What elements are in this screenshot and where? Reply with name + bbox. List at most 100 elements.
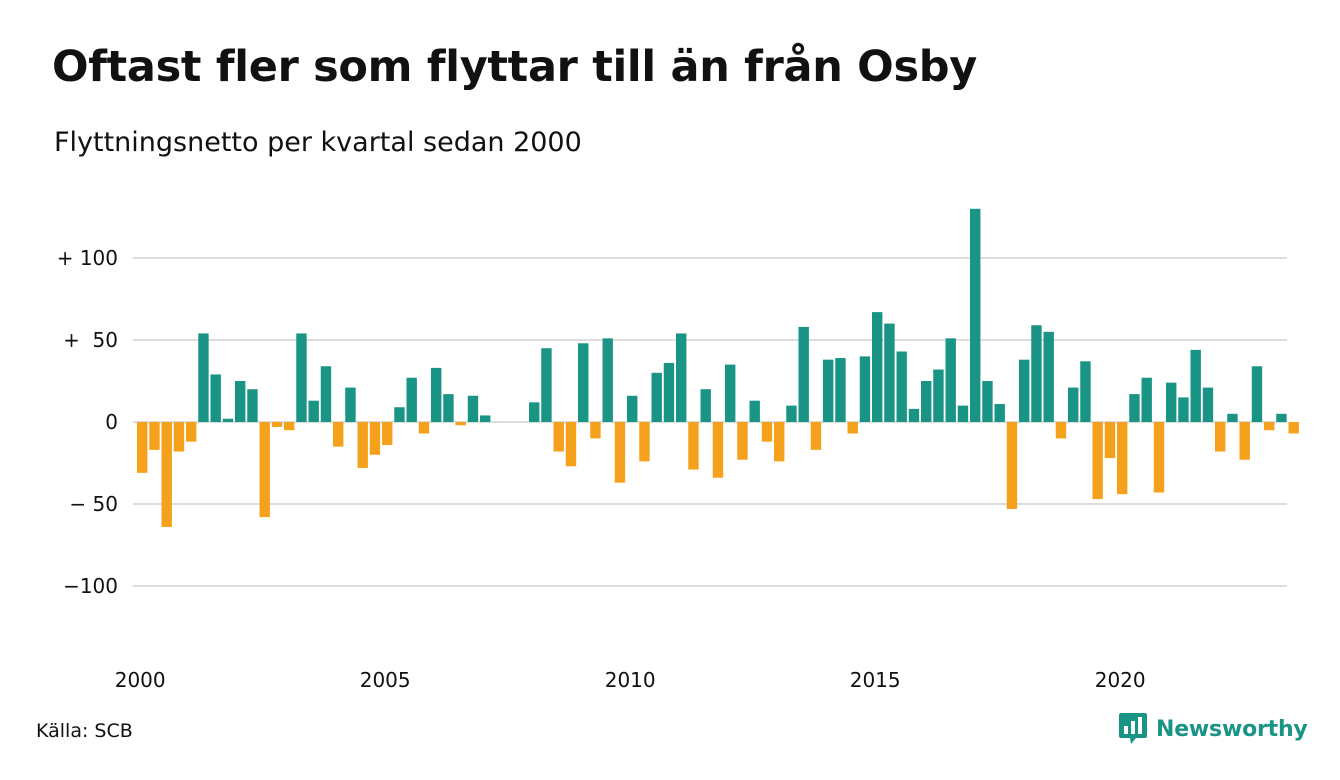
bar-2011-k4 bbox=[712, 422, 724, 478]
brand-name: Newsworthy bbox=[1156, 716, 1308, 742]
bar-2012-k2 bbox=[737, 422, 748, 460]
bar-2003-k1 bbox=[284, 422, 295, 431]
bar-2000-k3 bbox=[161, 422, 172, 527]
bar-2022-k2 bbox=[1227, 413, 1238, 422]
bar-2004-k3 bbox=[357, 422, 368, 468]
bar-2015-k4 bbox=[908, 408, 920, 422]
bar-2004-k1 bbox=[333, 422, 344, 447]
bar-2015-k2 bbox=[884, 323, 895, 422]
bar-2002-k2 bbox=[247, 389, 258, 422]
bar-2018-k4 bbox=[1055, 422, 1067, 439]
bar-2002-k1 bbox=[235, 381, 246, 422]
bar-2008-k3 bbox=[553, 422, 564, 452]
bar-2006-k2 bbox=[443, 394, 454, 422]
x-tick-label: 2020 bbox=[1095, 668, 1146, 692]
bar-2019-k2 bbox=[1080, 361, 1091, 422]
bar-2017-k3 bbox=[994, 403, 1005, 422]
bar-2012-k3 bbox=[749, 400, 760, 422]
bar-2022-k1 bbox=[1215, 422, 1226, 452]
chart-subtitle: Flyttningsnetto per kvartal sedan 2000 bbox=[54, 127, 582, 158]
y-tick-label: −100 bbox=[63, 574, 118, 598]
y-tick-label: 0 bbox=[105, 410, 118, 434]
bar-2023-k3 bbox=[1288, 422, 1299, 434]
bar-2016-k4 bbox=[957, 405, 969, 422]
bar-2017-k2 bbox=[982, 381, 993, 422]
bar-2010-k2 bbox=[639, 422, 650, 462]
bar-2017-k4 bbox=[1006, 422, 1018, 509]
bar-2016-k2 bbox=[933, 369, 944, 422]
bar-2013-k1 bbox=[774, 422, 785, 462]
x-tick-label: 2010 bbox=[605, 668, 656, 692]
bar-2016-k3 bbox=[945, 338, 956, 422]
bar-2007-k1 bbox=[480, 415, 491, 422]
bar-2020-k2 bbox=[1129, 394, 1140, 422]
bar-2018-k1 bbox=[1019, 359, 1030, 422]
bar-2015-k1 bbox=[872, 312, 883, 422]
bar-2022-k4 bbox=[1251, 366, 1263, 422]
bar-2014-k3 bbox=[847, 422, 858, 434]
bar-2013-k3 bbox=[798, 326, 809, 422]
bar-2014-k2 bbox=[835, 358, 846, 422]
bar-2001-k2 bbox=[198, 333, 209, 422]
bar-2003-k4 bbox=[320, 366, 332, 422]
bar-2004-k2 bbox=[345, 387, 356, 422]
bar-2020-k3 bbox=[1141, 377, 1152, 422]
bar-2008-k1 bbox=[529, 402, 540, 422]
bar-2023-k1 bbox=[1264, 422, 1275, 431]
bar-2011-k3 bbox=[700, 389, 711, 422]
bar-2021-k3 bbox=[1190, 349, 1201, 422]
bar-2011-k1 bbox=[676, 333, 687, 422]
bar-2000-k2 bbox=[149, 422, 160, 450]
bar-2021-k4 bbox=[1202, 387, 1214, 422]
bar-2019-k1 bbox=[1068, 387, 1079, 422]
y-tick-label: + 50 bbox=[63, 328, 118, 352]
x-tick-label: 2000 bbox=[115, 668, 166, 692]
bar-2004-k4 bbox=[369, 422, 381, 455]
bar-2009-k3 bbox=[602, 338, 613, 422]
bar-2019-k3 bbox=[1092, 422, 1103, 500]
y-tick-label: − 50 bbox=[69, 492, 118, 516]
bar-2019-k4 bbox=[1104, 422, 1116, 459]
bar-2006-k4 bbox=[467, 395, 479, 422]
bar-2009-k2 bbox=[590, 422, 601, 439]
bar-2005-k2 bbox=[394, 407, 405, 422]
bar-2017-k1 bbox=[970, 208, 981, 422]
bars bbox=[137, 208, 1299, 527]
bar-2014-k4 bbox=[859, 356, 871, 422]
chart-bubble-icon bbox=[1119, 713, 1147, 744]
x-tick-label: 2015 bbox=[850, 668, 901, 692]
bar-2010-k4 bbox=[663, 362, 675, 422]
brand-logo: Newsworthy bbox=[1118, 712, 1308, 746]
bar-2013-k2 bbox=[786, 405, 797, 422]
bar-2009-k4 bbox=[614, 422, 626, 483]
bar-2001-k3 bbox=[210, 374, 221, 422]
bar-2021-k2 bbox=[1178, 397, 1189, 422]
bar-2012-k1 bbox=[725, 364, 736, 422]
bar-2006-k3 bbox=[455, 422, 466, 426]
bar-2005-k3 bbox=[406, 377, 417, 422]
bar-2002-k4 bbox=[271, 422, 283, 427]
bar-2010-k1 bbox=[627, 395, 638, 422]
bar-2016-k1 bbox=[921, 381, 932, 422]
bar-2008-k4 bbox=[565, 422, 577, 467]
bar-2023-k2 bbox=[1276, 413, 1287, 422]
bar-2006-k1 bbox=[431, 367, 442, 422]
bar-2003-k3 bbox=[308, 400, 319, 422]
bar-2002-k3 bbox=[259, 422, 270, 518]
y-tick-label: + 100 bbox=[57, 246, 118, 270]
bar-2013-k4 bbox=[810, 422, 822, 450]
bar-2005-k1 bbox=[382, 422, 393, 445]
chart-title: Oftast fler som flyttar till än från Osb… bbox=[52, 42, 977, 92]
bar-2015-k3 bbox=[896, 351, 907, 422]
bar-2001-k1 bbox=[186, 422, 197, 442]
bar-2022-k3 bbox=[1239, 422, 1250, 460]
bar-2018-k3 bbox=[1043, 331, 1054, 422]
bar-2012-k4 bbox=[761, 422, 773, 442]
bar-2001-k4 bbox=[222, 418, 234, 422]
bar-2000-k4 bbox=[173, 422, 185, 452]
y-axis-ticks: + 100 + 50 0 − 50 −100 bbox=[57, 246, 118, 598]
x-axis-ticks: 2000 2005 2010 2015 2020 bbox=[115, 668, 1146, 692]
x-tick-label: 2005 bbox=[360, 668, 411, 692]
bar-2003-k2 bbox=[296, 333, 307, 422]
